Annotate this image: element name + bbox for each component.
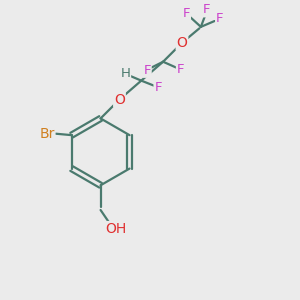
Text: F: F xyxy=(154,81,162,94)
Text: F: F xyxy=(216,12,224,25)
Text: F: F xyxy=(143,64,151,77)
Text: O: O xyxy=(114,92,125,106)
Text: OH: OH xyxy=(105,222,126,236)
Text: Br: Br xyxy=(39,127,55,141)
Text: F: F xyxy=(183,7,190,20)
Text: F: F xyxy=(203,4,210,16)
Text: H: H xyxy=(120,67,130,80)
Text: O: O xyxy=(176,36,188,50)
Text: F: F xyxy=(177,63,184,76)
